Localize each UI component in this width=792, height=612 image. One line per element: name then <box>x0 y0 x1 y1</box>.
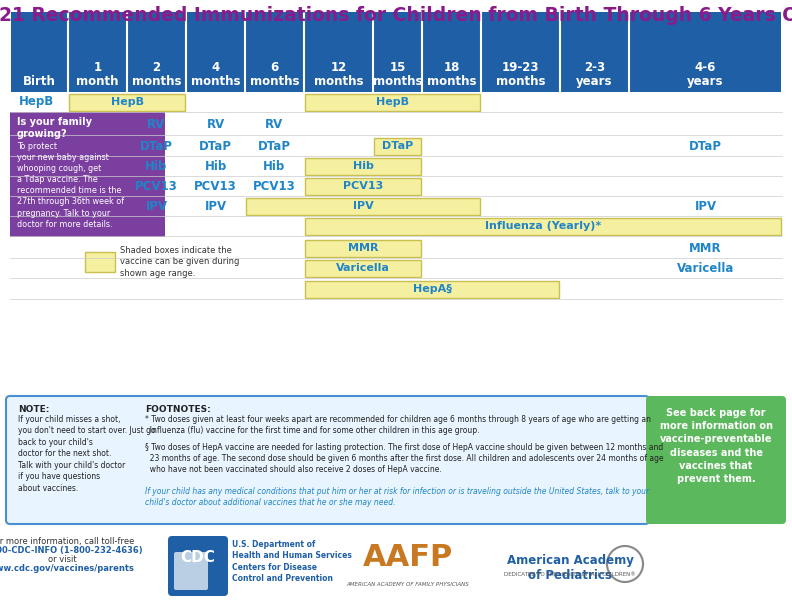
Text: RV: RV <box>265 119 284 132</box>
Bar <box>482 12 559 92</box>
Text: MMR: MMR <box>689 242 722 255</box>
Text: Hib: Hib <box>264 160 286 173</box>
Bar <box>305 239 421 256</box>
Text: Is your family
growing?: Is your family growing? <box>17 117 92 138</box>
Text: 15
months: 15 months <box>373 61 422 88</box>
Text: FOOTNOTES:: FOOTNOTES: <box>145 405 211 414</box>
Text: HepB: HepB <box>19 95 55 108</box>
Bar <box>630 12 781 92</box>
Text: DTaP: DTaP <box>689 140 722 152</box>
Text: 4
months: 4 months <box>191 61 240 88</box>
Text: NOTE:: NOTE: <box>18 405 49 414</box>
Text: 4-6
years: 4-6 years <box>687 61 724 88</box>
Text: www.cdc.gov/vaccines/parents: www.cdc.gov/vaccines/parents <box>0 564 135 573</box>
Text: DTaP: DTaP <box>199 140 232 152</box>
Bar <box>69 12 126 92</box>
Text: IPV: IPV <box>695 200 717 212</box>
Text: PCV13: PCV13 <box>135 179 178 193</box>
Text: Varicella: Varicella <box>677 261 734 275</box>
Text: AAFP: AAFP <box>363 543 453 572</box>
Text: HepB: HepB <box>376 97 409 107</box>
Bar <box>246 12 303 92</box>
Text: If your child has any medical conditions that put him or her at risk for infecti: If your child has any medical conditions… <box>145 487 649 507</box>
Text: or visit: or visit <box>48 555 76 564</box>
Text: PCV13: PCV13 <box>343 181 383 191</box>
FancyBboxPatch shape <box>174 552 208 590</box>
Bar <box>11 12 67 92</box>
Text: * Two doses given at least four weeks apart are recommended for children age 6 m: * Two doses given at least four weeks ap… <box>145 415 651 435</box>
FancyBboxPatch shape <box>6 396 649 524</box>
Text: RV: RV <box>147 119 166 132</box>
Bar <box>561 12 628 92</box>
Text: RV: RV <box>207 119 225 132</box>
Text: 12
months: 12 months <box>314 61 364 88</box>
Text: 2-3
years: 2-3 years <box>577 61 613 88</box>
Bar <box>305 217 781 234</box>
Text: PCV13: PCV13 <box>253 179 296 193</box>
Text: American Academy
of Pediatrics: American Academy of Pediatrics <box>507 554 634 582</box>
Text: See back page for
more information on
vaccine-preventable
diseases and the
vacci: See back page for more information on va… <box>660 408 772 484</box>
Text: Influenza (Yearly)*: Influenza (Yearly)* <box>485 221 601 231</box>
Text: DEDICATED TO THE HEALTH OF ALL CHILDREN®: DEDICATED TO THE HEALTH OF ALL CHILDREN® <box>505 572 636 577</box>
Text: If your child misses a shot,
you don't need to start over. Just go
back to your : If your child misses a shot, you don't n… <box>18 415 155 493</box>
Text: HepA§: HepA§ <box>413 284 451 294</box>
Text: Birth: Birth <box>22 75 55 88</box>
Bar <box>305 157 421 174</box>
Text: CDC: CDC <box>181 550 215 565</box>
Text: Shaded boxes indicate the
vaccine can be given during
shown age range.: Shaded boxes indicate the vaccine can be… <box>120 247 239 278</box>
Text: MMR: MMR <box>348 243 379 253</box>
Text: For more information, call toll-free: For more information, call toll-free <box>0 537 134 546</box>
FancyBboxPatch shape <box>646 396 786 524</box>
Bar <box>374 138 421 154</box>
Text: IPV: IPV <box>146 200 168 212</box>
Text: DTaP: DTaP <box>258 140 291 152</box>
Text: IPV: IPV <box>204 200 227 212</box>
Text: PCV13: PCV13 <box>194 179 237 193</box>
Bar <box>305 94 480 111</box>
Text: To protect
your new baby against
whooping cough, get
a Tdap vaccine. The
recomme: To protect your new baby against whoopin… <box>17 142 124 229</box>
FancyBboxPatch shape <box>168 536 228 596</box>
Text: § Two doses of HepA vaccine are needed for lasting protection. The first dose of: § Two doses of HepA vaccine are needed f… <box>145 443 664 474</box>
Bar <box>305 280 559 297</box>
Text: 1
month: 1 month <box>76 61 119 88</box>
Bar <box>10 112 165 237</box>
Text: AMERICAN ACADEMY OF FAMILY PHYSICIANS: AMERICAN ACADEMY OF FAMILY PHYSICIANS <box>347 583 470 588</box>
Text: Hib: Hib <box>204 160 227 173</box>
Bar <box>305 12 372 92</box>
Text: DTaP: DTaP <box>140 140 173 152</box>
Text: 1-800-CDC-INFO (1-800-232-4636): 1-800-CDC-INFO (1-800-232-4636) <box>0 546 143 555</box>
Text: 6
months: 6 months <box>249 61 299 88</box>
Bar <box>69 94 185 111</box>
Text: Hib: Hib <box>146 160 168 173</box>
Bar <box>187 12 244 92</box>
Text: DTaP: DTaP <box>382 141 413 151</box>
Text: 2
months: 2 months <box>131 61 181 88</box>
Text: 2021 Recommended Immunizations for Children from Birth Through 6 Years Old: 2021 Recommended Immunizations for Child… <box>0 6 792 25</box>
Bar <box>423 12 480 92</box>
Text: Varicella: Varicella <box>336 263 390 273</box>
Bar <box>305 259 421 277</box>
Bar <box>305 177 421 195</box>
Bar <box>85 252 115 272</box>
Bar <box>128 12 185 92</box>
Text: U.S. Department of
Health and Human Services
Centers for Disease
Control and Pre: U.S. Department of Health and Human Serv… <box>232 540 352 583</box>
Bar <box>374 12 421 92</box>
Text: IPV: IPV <box>352 201 373 211</box>
Text: 19-23
months: 19-23 months <box>496 61 545 88</box>
Text: Hib: Hib <box>352 161 374 171</box>
Bar <box>246 198 480 214</box>
Text: 18
months: 18 months <box>427 61 476 88</box>
Text: HepB: HepB <box>111 97 143 107</box>
